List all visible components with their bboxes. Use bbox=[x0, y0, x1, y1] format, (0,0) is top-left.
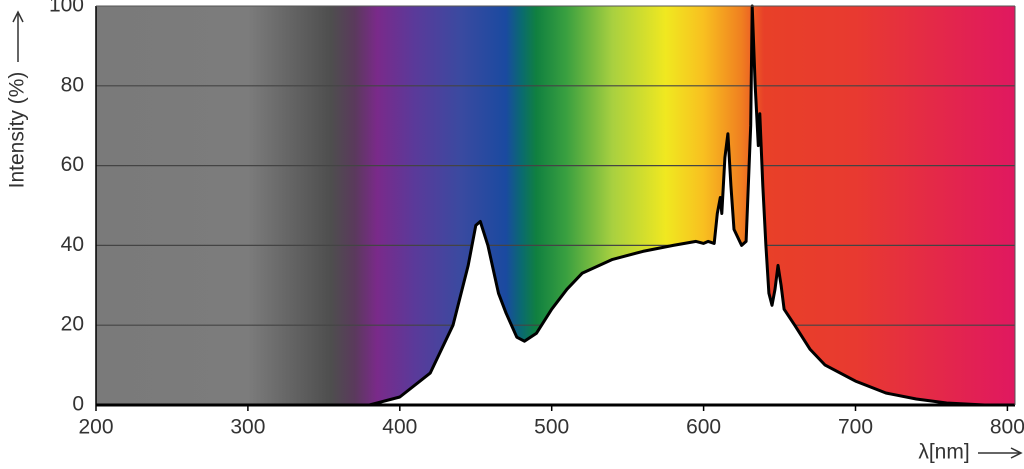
x-axis-arrow-head bbox=[1010, 447, 1023, 459]
y-tick-label: 40 bbox=[61, 233, 84, 256]
y-tick-label: 0 bbox=[72, 393, 84, 416]
x-tick-label: 300 bbox=[230, 416, 265, 439]
spectrum-line bbox=[369, 4, 985, 407]
x-tick-label: 600 bbox=[686, 416, 721, 439]
x-tick-label: 800 bbox=[990, 416, 1024, 439]
x-tick-label: 200 bbox=[78, 416, 113, 439]
x-tick-label: 700 bbox=[838, 416, 873, 439]
y-tick-label: 60 bbox=[61, 153, 84, 176]
y-tick-label: 20 bbox=[61, 313, 84, 336]
x-tick-label: 400 bbox=[382, 416, 417, 439]
x-axis-label: λ[nm] bbox=[918, 441, 969, 464]
y-tick-label: 100 bbox=[49, 0, 84, 17]
y-axis-label: Intensity (%) bbox=[6, 72, 29, 189]
area-fill bbox=[369, 6, 985, 405]
y-tick-label: 80 bbox=[61, 73, 84, 96]
x-tick-label: 500 bbox=[534, 416, 569, 439]
y-axis-arrow-head bbox=[12, 10, 24, 23]
